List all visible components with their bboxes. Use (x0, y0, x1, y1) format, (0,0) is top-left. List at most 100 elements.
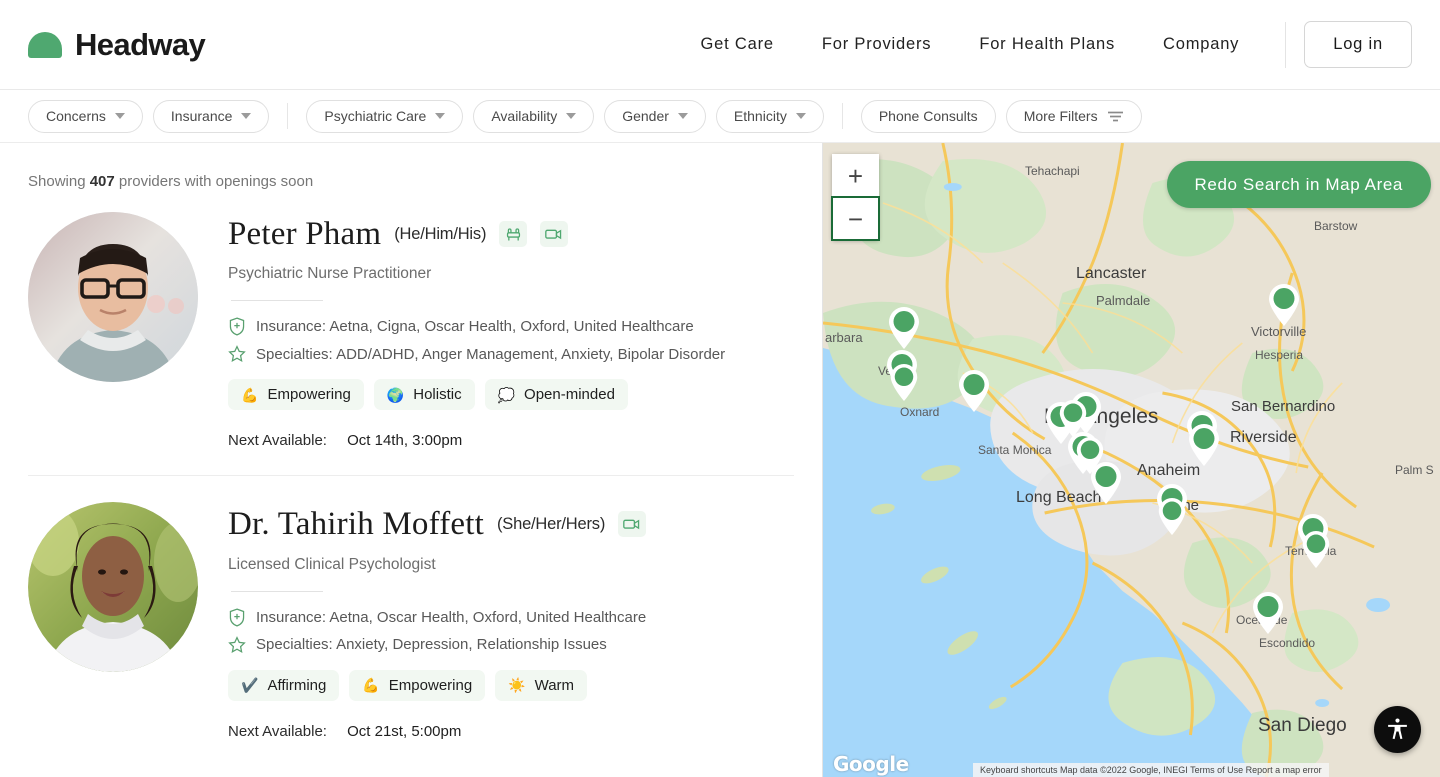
provider-map-pin[interactable] (957, 369, 991, 418)
provider-card[interactable]: Dr. Tahirih Moffett (She/Her/Hers) Licen… (28, 502, 794, 765)
main-nav: Get Care For Providers For Health Plans … (677, 21, 1412, 68)
provider-map-pin[interactable] (1187, 423, 1221, 472)
specialties-text: Specialties: ADD/ADHD, Anger Management,… (256, 345, 726, 363)
avatar[interactable] (28, 502, 198, 673)
filter-bar: Concerns Insurance Psychiatric Care Avai… (0, 90, 1440, 143)
provider-map-pin[interactable] (889, 363, 919, 407)
in-person-icon[interactable] (499, 221, 528, 248)
tag-empowering[interactable]: 💪 Empowering (228, 379, 364, 411)
avatar[interactable] (28, 212, 198, 382)
nav-for-health-plans[interactable]: For Health Plans (979, 35, 1116, 53)
nav-company[interactable]: Company (1163, 35, 1240, 53)
star-icon (228, 345, 246, 363)
tag-empowering[interactable]: 💪 Empowering (349, 669, 486, 701)
zoom-out-button[interactable]: − (831, 196, 880, 241)
insurance-text: Insurance: Aetna, Oscar Health, Oxford, … (256, 608, 647, 626)
provider-name: Peter Pham (228, 216, 382, 252)
brand-logo[interactable]: Headway (28, 26, 206, 63)
filter-psychiatric-care-label: Psychiatric Care (324, 108, 427, 124)
filter-phone-consults-label: Phone Consults (878, 108, 978, 124)
filter-phone-consults[interactable]: Phone Consults (860, 99, 996, 133)
provider-map-pin[interactable] (1267, 283, 1301, 332)
avatar-photo (28, 502, 198, 673)
next-available-label: Next Available: (228, 432, 327, 450)
flexed-biceps-icon: 💪 (241, 386, 259, 403)
tag-open-minded[interactable]: 💭 Open-minded (484, 379, 628, 411)
provider-name: Dr. Tahirih Moffett (228, 506, 484, 543)
filter-psychiatric-care[interactable]: Psychiatric Care (306, 99, 464, 133)
filter-ethnicity-label: Ethnicity (733, 108, 787, 124)
redo-search-button[interactable]: Redo Search in Map Area (1166, 161, 1431, 208)
map-zoom-controls: + − (831, 154, 880, 241)
provider-title: Psychiatric Nurse Practitioner (228, 265, 432, 283)
filter-more-filters-label: More Filters (1023, 108, 1098, 124)
filter-insurance[interactable]: Insurance (152, 99, 270, 133)
filter-insurance-label: Insurance (170, 108, 233, 124)
brand-name: Headway (75, 26, 206, 62)
provider-name-row: Dr. Tahirih Moffett (She/Her/Hers) (228, 506, 794, 542)
main-content: Showing 407 providers with openings soon (0, 143, 1440, 777)
next-available-row: Next Available: Oct 14th, 3:00pm (228, 432, 794, 449)
filter-more-filters[interactable]: More Filters (1005, 99, 1142, 133)
accessibility-button[interactable] (1374, 706, 1421, 753)
provider-map-pin[interactable] (1251, 591, 1285, 640)
provider-list-panel: Showing 407 providers with openings soon (0, 143, 822, 777)
showing-suffix: providers with openings soon (114, 173, 314, 190)
login-button[interactable]: Log in (1304, 21, 1412, 68)
provider-card[interactable]: Peter Pham (He/Him/His) (28, 212, 794, 477)
provider-map-pin[interactable] (1058, 399, 1088, 443)
chevron-down-icon (241, 113, 252, 119)
nav-divider (1285, 21, 1287, 68)
zoom-in-button[interactable]: + (832, 154, 879, 197)
insurance-row: Insurance: Aetna, Cigna, Oscar Health, O… (228, 317, 794, 336)
tag-label: Holistic (413, 386, 462, 404)
specialties-text: Specialties: Anxiety, Depression, Relati… (256, 636, 607, 654)
tag-label: Empowering (267, 386, 351, 404)
provider-map-pin[interactable] (1301, 530, 1331, 574)
video-visit-icon[interactable] (540, 221, 569, 248)
chevron-down-icon (114, 113, 125, 119)
chevron-down-icon (566, 113, 577, 119)
accessibility-icon (1388, 718, 1407, 740)
specialties-row: Specialties: Anxiety, Depression, Relati… (228, 635, 794, 654)
provider-map-pin[interactable] (1157, 497, 1187, 541)
video-visit-icon[interactable] (618, 511, 647, 538)
specialties-row: Specialties: ADD/ADHD, Anger Management,… (228, 345, 794, 363)
provider-map-pin[interactable] (1089, 461, 1123, 510)
filter-availability[interactable]: Availability (473, 99, 595, 133)
filter-gender[interactable]: Gender (604, 99, 706, 133)
next-available-label: Next Available: (228, 722, 327, 740)
site-header: Headway Get Care For Providers For Healt… (0, 0, 1440, 90)
sun-icon: ☀️ (508, 677, 526, 694)
filter-group-divider-2 (841, 103, 843, 129)
filter-concerns-label: Concerns (46, 108, 106, 124)
chevron-down-icon (795, 113, 806, 119)
map-attribution: Keyboard shortcuts Map data ©2022 Google… (973, 763, 1329, 777)
provider-info: Dr. Tahirih Moffett (She/Her/Hers) Licen… (228, 502, 794, 740)
next-available-value[interactable]: Oct 21st, 5:00pm (347, 722, 462, 740)
nav-for-providers[interactable]: For Providers (821, 35, 932, 53)
tag-label: Affirming (267, 676, 327, 694)
tag-affirming[interactable]: ✔️ Affirming (228, 669, 340, 701)
star-icon (228, 635, 246, 654)
insurance-text: Insurance: Aetna, Cigna, Oscar Health, O… (256, 318, 694, 336)
filter-ethnicity[interactable]: Ethnicity (715, 99, 824, 133)
divider (231, 590, 323, 592)
chevron-down-icon (435, 113, 446, 119)
globe-icon: 🌍 (386, 386, 405, 403)
shield-plus-icon (228, 317, 246, 336)
map-panel[interactable]: Tehachapi Barstow Lancaster Palmdale Vic… (822, 143, 1440, 777)
thought-bubble-icon: 💭 (497, 386, 516, 403)
next-available-value[interactable]: Oct 14th, 3:00pm (347, 432, 463, 450)
provider-title: Licensed Clinical Psychologist (228, 555, 436, 573)
provider-map-pin[interactable] (1075, 436, 1105, 480)
provider-pronouns: (He/Him/His) (394, 224, 487, 243)
insurance-row: Insurance: Aetna, Oscar Health, Oxford, … (228, 608, 794, 627)
tag-label: Open-minded (524, 386, 615, 404)
provider-map-pin[interactable] (887, 306, 921, 355)
filter-concerns[interactable]: Concerns (28, 99, 143, 133)
tag-holistic[interactable]: 🌍 Holistic (373, 379, 475, 411)
tag-warm[interactable]: ☀️ Warm (495, 669, 588, 701)
nav-get-care[interactable]: Get Care (700, 35, 774, 53)
google-watermark: Google (833, 752, 909, 776)
